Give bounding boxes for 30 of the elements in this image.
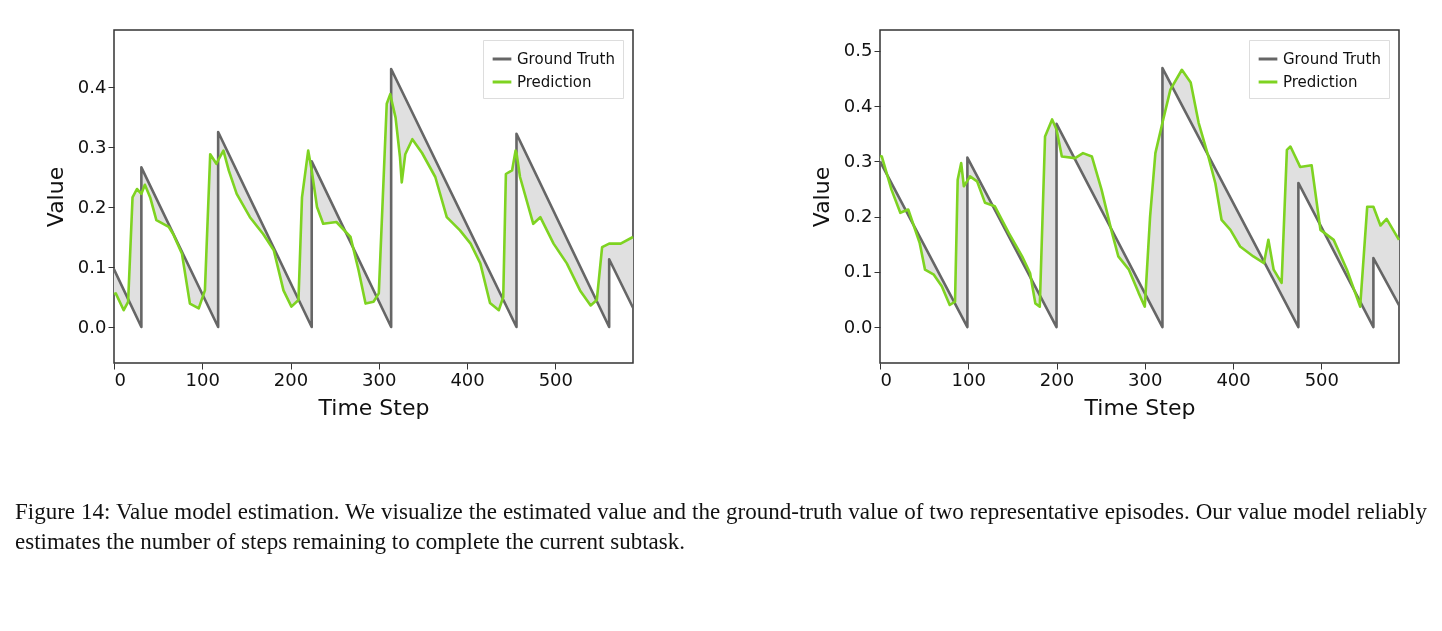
x-tick-label: 200 xyxy=(1039,368,1075,390)
y-axis-title: Value xyxy=(42,166,68,228)
y-axis-title: Value xyxy=(808,166,834,228)
legend-label: Ground Truth xyxy=(517,50,615,68)
y-tick-label: 0.2 xyxy=(843,205,873,227)
legend-label: Ground Truth xyxy=(1283,50,1381,68)
y-tick-label: 0.0 xyxy=(77,315,107,337)
x-tick-label: 400 xyxy=(1216,368,1251,390)
y-tick-label: 0.1 xyxy=(77,255,107,277)
caption: Figure 14: Value model estimation. We visualize the estimated value and the ground-truth value of two representative episodes. Our value model reliably estimates the number of steps remaining to complete the current subtask. xyxy=(15,498,1427,556)
x-axis-title: Time Step xyxy=(1083,394,1196,420)
x-tick-label: 300 xyxy=(1128,368,1163,390)
y-tick-label: 0.1 xyxy=(843,260,873,282)
y-tick-label: 0.4 xyxy=(77,75,107,97)
x-tick-label: 300 xyxy=(362,368,397,390)
x-tick-label: 100 xyxy=(185,368,220,390)
y-tick-label: 0.3 xyxy=(843,149,873,171)
x-tick-label: 100 xyxy=(951,368,986,390)
x-tick-label: 200 xyxy=(273,368,309,390)
x-tick-label: 400 xyxy=(450,368,485,390)
x-tick-label: 0 xyxy=(880,368,892,390)
x-axis-title: Time Step xyxy=(317,394,430,420)
y-tick-label: 0.4 xyxy=(843,94,873,116)
y-tick-label: 0.3 xyxy=(77,135,107,157)
y-tick-label: 0.5 xyxy=(843,39,873,61)
y-tick-label: 0.0 xyxy=(843,315,873,337)
x-tick-label: 500 xyxy=(538,368,574,390)
x-tick-label: 500 xyxy=(1304,368,1340,390)
x-tick-label: 0 xyxy=(114,368,126,390)
y-tick-label: 0.2 xyxy=(77,195,107,217)
